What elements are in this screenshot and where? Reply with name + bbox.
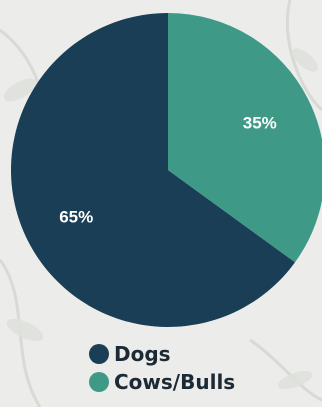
legend-swatch-cows-bulls xyxy=(89,372,109,392)
legend-label-cows-bulls: Cows/Bulls xyxy=(114,370,236,394)
legend-item-cows-bulls: Cows/Bulls xyxy=(89,368,309,396)
legend-label-dogs: Dogs xyxy=(114,342,171,366)
pie-slice-dogs xyxy=(11,13,296,327)
pie-chart: 65% 35% xyxy=(11,13,322,327)
legend-swatch-dogs xyxy=(89,344,109,364)
legend-item-dogs: Dogs xyxy=(89,340,309,368)
pie-label-cows-bulls: 35% xyxy=(243,114,277,133)
pie-label-dogs: 65% xyxy=(59,207,93,226)
chart-legend: Dogs Cows/Bulls xyxy=(89,340,309,396)
pie-slice-cows-bulls xyxy=(168,13,322,263)
